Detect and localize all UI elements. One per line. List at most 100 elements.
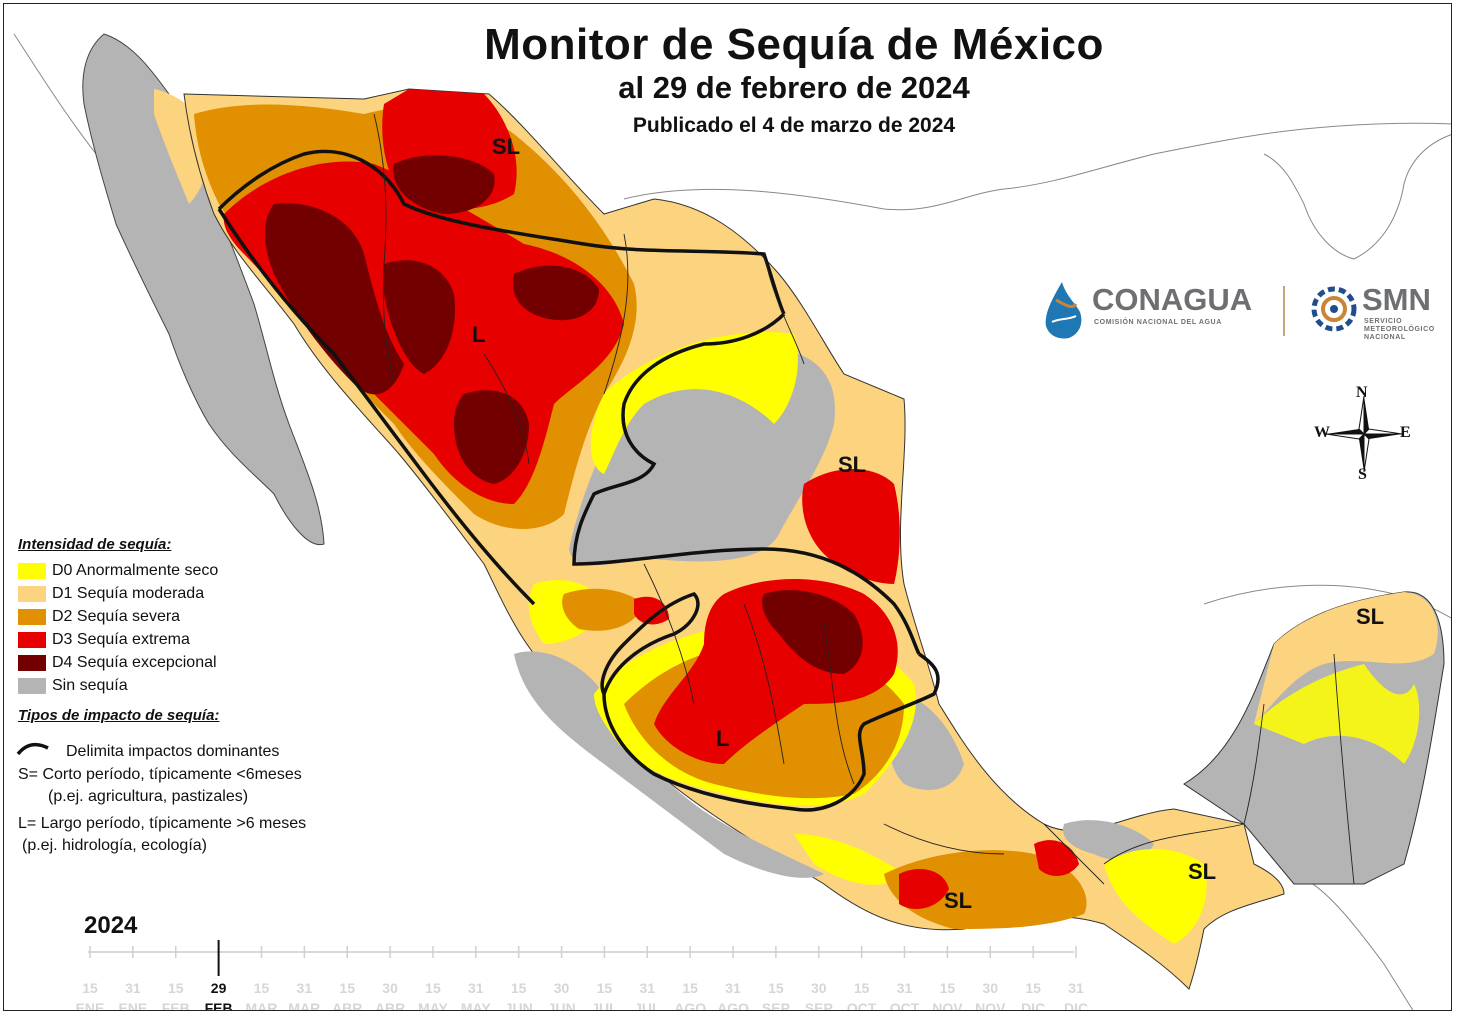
long-term-label: L= Largo período, típicamente >6 meses: [18, 815, 307, 832]
timeline-month-label: DIC: [1021, 1000, 1046, 1011]
region-label-l-central: L: [716, 726, 730, 751]
d4-central: [762, 590, 863, 674]
d2-south: [884, 850, 1087, 929]
legend-swatch-d0: [18, 563, 46, 579]
region-label-sl-southeast: SL: [1188, 859, 1217, 884]
drought-map: [13, 33, 1451, 1010]
compass-east: E: [1400, 424, 1411, 441]
timeline-day-label: 30: [810, 980, 827, 996]
map-frame: Monitor de Sequía de México al 29 de feb…: [3, 3, 1452, 1011]
timeline-month-label: NOV: [932, 1000, 963, 1011]
legend-item-d4: D4 Sequía excepcional: [18, 654, 217, 672]
timeline-month-label: JUL: [591, 1000, 618, 1011]
compass-south: S: [1358, 466, 1367, 483]
legend-label-d4: D4 Sequía excepcional: [52, 654, 217, 671]
timeline-month-label: FEB: [161, 1000, 190, 1011]
conagua-logo-subtext: COMISIÓN NACIONAL DEL AGUA: [1094, 319, 1222, 326]
timeline-day-label: 31: [639, 980, 656, 996]
compass-north: N: [1356, 384, 1368, 401]
timeline-day-label: 15: [253, 980, 270, 996]
timeline-month-label: MAY: [418, 1000, 448, 1011]
d4-chihuahua-central: [513, 265, 599, 321]
d3-oaxaca: [899, 869, 949, 909]
impact-line-label: Delimita impactos dominantes: [66, 743, 280, 760]
legend-label-d0: D0 Anormalmente seco: [52, 562, 219, 579]
timeline-month-label: OCT: [846, 1000, 877, 1011]
legend-swatch-d3: [18, 632, 46, 648]
compass-west: W: [1314, 424, 1330, 441]
legend-item-d2: D2 Sequía severa: [18, 608, 180, 626]
legend-label-none: Sin sequía: [52, 677, 128, 694]
timeline-month-label: JUN: [504, 1000, 533, 1011]
timeline-month-label: DIC: [1063, 1000, 1089, 1011]
timeline-year: 2024: [84, 912, 138, 939]
timeline-day-label: 15: [596, 980, 613, 996]
d3-chiapas: [1034, 840, 1079, 876]
intensity-legend-heading: Intensidad de sequía:: [18, 536, 172, 553]
timeline-month-label: FEB: [204, 1000, 233, 1011]
timeline-day-label: 30: [553, 980, 570, 996]
region-label-sl-north: SL: [492, 134, 521, 159]
timeline-day-label: 15: [853, 980, 870, 996]
region-label-sl-northeast: SL: [838, 452, 867, 477]
timeline-day-label: 15: [682, 980, 698, 996]
legend-item-d3: D3 Sequía extrema: [18, 631, 190, 649]
timeline-day-label: 31: [1068, 980, 1084, 996]
timeline-month-label: MAR: [245, 1000, 278, 1011]
timeline-day-label: 31: [725, 980, 741, 996]
map-date: al 29 de febrero de 2024: [618, 70, 970, 105]
timeline-month-label: MAR: [288, 1000, 321, 1011]
long-term-examples: (p.ej. hidrología, ecología): [22, 837, 207, 854]
conagua-logo-icon: [1045, 282, 1082, 339]
compass-rose: [1325, 395, 1403, 473]
timeline-ticks: [89, 940, 1077, 976]
timeline-month-label: ABR: [374, 1000, 406, 1011]
smn-logo-subtext: SERVICIO METEOROLÓGICO NACIONAL: [1364, 318, 1435, 341]
timeline-month-label: SEP: [804, 1000, 833, 1011]
timeline-day-label: 15: [82, 980, 98, 996]
legend-label-d2: D2 Sequía severa: [52, 608, 181, 625]
timeline-month-label: SEP: [761, 1000, 790, 1011]
timeline-day-label: 15: [510, 980, 527, 996]
timeline-day-label: 29: [210, 980, 227, 996]
state-borders: [373, 113, 1355, 885]
legend-label-d1: D1 Sequía moderada: [52, 585, 205, 602]
impact-line-west: [217, 208, 536, 606]
d4-durango: [454, 390, 529, 484]
region-label-sl-yucatan: SL: [1356, 604, 1385, 629]
legend-swatch-d4: [18, 655, 46, 671]
yucatan-d1: [1254, 592, 1438, 724]
timeline-day-label: 15: [167, 980, 184, 996]
timeline-month-label: NOV: [975, 1000, 1006, 1011]
d4-chihuahua-north: [393, 155, 495, 214]
timeline-day-label: 31: [896, 980, 913, 996]
impact-legend-heading: Tipos de impacto de sequía:: [18, 707, 220, 724]
timeline-day-label: 15: [768, 980, 784, 996]
timeline-day-label: 15: [939, 980, 956, 996]
timeline-month-label: JUL: [634, 1000, 661, 1011]
map-title: Monitor de Sequía de México: [484, 20, 1104, 69]
d4-sonora-east: [384, 260, 455, 374]
d4-sonora: [265, 203, 404, 395]
timeline-day-label: 30: [382, 980, 398, 996]
legend-swatch-d1: [18, 586, 46, 602]
d0-south-coast: [794, 834, 904, 885]
short-term-label: S= Corto período, típicamente <6meses: [18, 766, 302, 783]
region-label-l-northwest: L: [472, 322, 486, 347]
cuba-coastline: [1203, 584, 1451, 619]
d0-southeast: [1104, 849, 1207, 944]
timeline-day-label: 30: [982, 980, 999, 996]
timeline-month-label: OCT: [889, 1000, 920, 1011]
impact-line-central: [600, 591, 940, 812]
legend-item-d1: D1 Sequía moderada: [18, 585, 204, 603]
impact-line-north: [217, 149, 786, 315]
timeline-month-label: ENE: [75, 1000, 105, 1011]
timeline-month-label: JUN: [547, 1000, 576, 1011]
smn-logo-text: SMN: [1362, 282, 1431, 317]
legend-item-d0: D0 Anormalmente seco: [18, 562, 218, 580]
florida-coastline: [1263, 134, 1451, 260]
legend-item-none: Sin sequía: [18, 677, 128, 695]
impact-line-sample: [16, 742, 49, 756]
published-date: Publicado el 4 de marzo de 2024: [632, 114, 956, 137]
yucatan-d0: [1254, 664, 1420, 764]
